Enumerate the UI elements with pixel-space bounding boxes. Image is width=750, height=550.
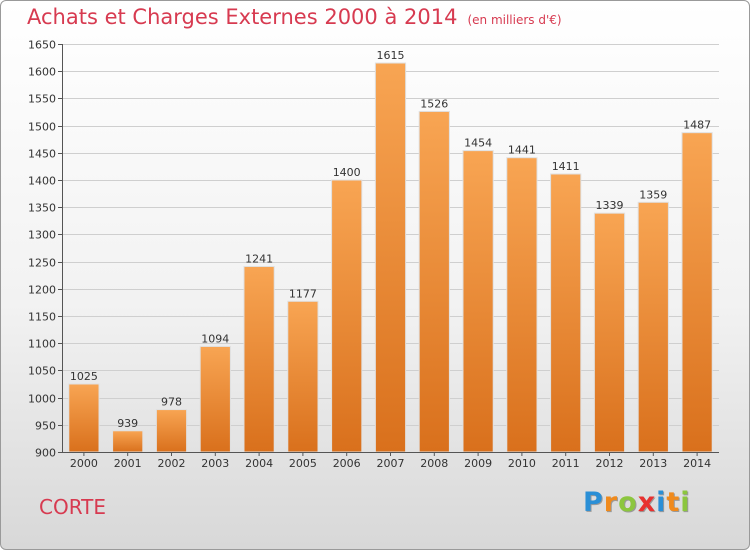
y-tick-label: 1500 xyxy=(28,121,56,134)
x-tick-label: 2011 xyxy=(552,457,580,470)
chart-title: Achats et Charges Externes 2000 à 2014 xyxy=(27,5,458,29)
bar xyxy=(374,62,407,453)
chart-title-block: Achats et Charges Externes 2000 à 2014 (e… xyxy=(27,5,562,29)
bar xyxy=(287,300,319,453)
bar-value-label: 1400 xyxy=(333,166,361,179)
bar xyxy=(462,150,494,453)
bar-value-label: 1359 xyxy=(639,188,667,201)
bar xyxy=(155,409,188,453)
logo-letter: P xyxy=(583,487,604,518)
bar-value-label: 1025 xyxy=(70,370,98,383)
bar-value-label: 1487 xyxy=(683,119,711,132)
y-tick-label: 1050 xyxy=(28,365,56,378)
x-tick-label: 2008 xyxy=(420,457,448,470)
city-name: CORTE xyxy=(39,495,107,519)
bar xyxy=(550,173,582,453)
x-tick-label: 2004 xyxy=(245,457,273,470)
logo-letter: o xyxy=(618,487,638,518)
x-tick-label: 2003 xyxy=(201,457,229,470)
x-tick-label: 2001 xyxy=(114,457,142,470)
logo-letter: x xyxy=(637,487,657,518)
logo-letter: i xyxy=(656,487,667,518)
bar-value-label: 1339 xyxy=(596,199,624,212)
x-tick-label: 2012 xyxy=(596,457,624,470)
y-tick-label: 1350 xyxy=(28,202,56,215)
y-tick-label: 900 xyxy=(35,447,56,460)
bar-value-label: 1241 xyxy=(245,252,273,265)
y-tick-label: 1400 xyxy=(28,175,56,188)
x-tick-label: 2010 xyxy=(508,457,536,470)
y-tick-label: 950 xyxy=(35,420,56,433)
x-tick-label: 2007 xyxy=(377,457,405,470)
bar-value-label: 1094 xyxy=(201,332,229,345)
bar-value-label: 1526 xyxy=(420,97,448,110)
logo-letter: i xyxy=(680,487,691,518)
logo-letter: t xyxy=(666,487,681,518)
x-tick-label: 2006 xyxy=(333,457,361,470)
bar xyxy=(637,201,669,453)
bar xyxy=(418,110,450,453)
bar-value-label: 939 xyxy=(117,417,138,430)
x-tick-label: 2014 xyxy=(683,457,711,470)
chart-subtitle: (en milliers d'€) xyxy=(467,13,562,27)
proxiti-logo: Proxiti xyxy=(583,487,691,518)
bar xyxy=(506,157,538,453)
bar-value-label: 1615 xyxy=(377,49,405,62)
logo-letter: r xyxy=(603,487,619,518)
bar-value-label: 1454 xyxy=(464,137,492,150)
bar xyxy=(68,383,100,453)
bar xyxy=(593,212,626,453)
x-tick-label: 2005 xyxy=(289,457,317,470)
y-tick-label: 1000 xyxy=(28,393,56,406)
bar-value-label: 1177 xyxy=(289,287,317,300)
y-tick-label: 1600 xyxy=(28,66,56,79)
y-tick-label: 1150 xyxy=(28,311,56,324)
y-tick-label: 1650 xyxy=(28,39,56,52)
bar xyxy=(331,179,363,453)
x-tick-label: 2013 xyxy=(639,457,667,470)
y-tick-label: 1450 xyxy=(28,148,56,161)
bar xyxy=(199,345,231,453)
bar xyxy=(681,132,713,453)
bar xyxy=(112,430,144,453)
x-tick-label: 2000 xyxy=(70,457,98,470)
x-tick-label: 2002 xyxy=(158,457,186,470)
y-tick-label: 1200 xyxy=(28,284,56,297)
y-tick-label: 1550 xyxy=(28,93,56,106)
bar-value-label: 1441 xyxy=(508,144,536,157)
y-tick-label: 1300 xyxy=(28,229,56,242)
y-tick-label: 1250 xyxy=(28,257,56,270)
bar-value-label: 978 xyxy=(161,396,182,409)
bar-value-label: 1411 xyxy=(552,160,580,173)
x-tick-label: 2009 xyxy=(464,457,492,470)
bar xyxy=(243,265,275,453)
y-tick-label: 1100 xyxy=(28,338,56,351)
